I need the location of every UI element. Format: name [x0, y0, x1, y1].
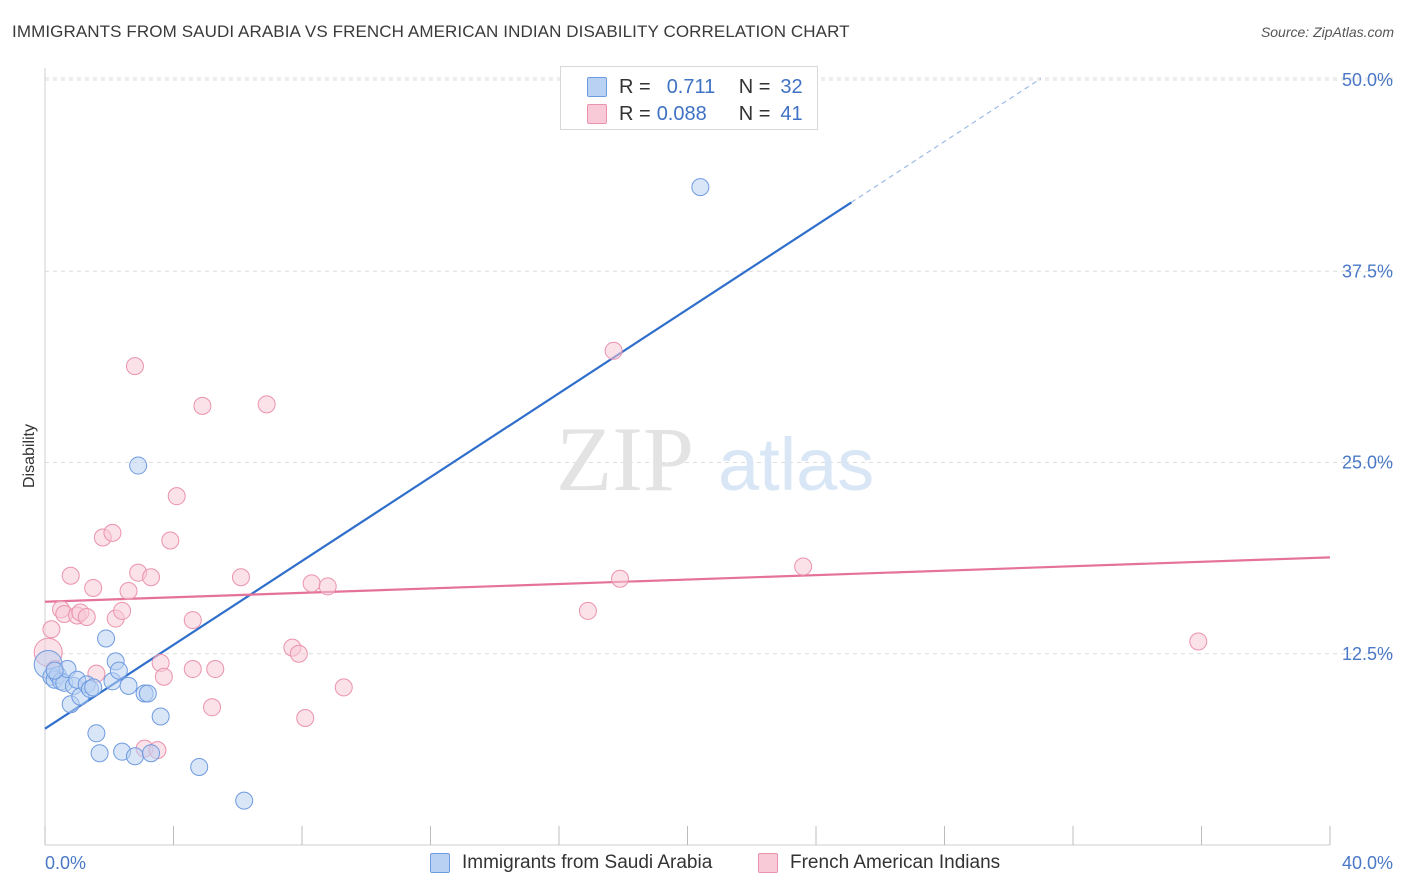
- scatter-point: [151, 707, 170, 726]
- scatter-point: [190, 757, 209, 776]
- scatter-point: [604, 341, 623, 360]
- scatter-point: [109, 661, 128, 680]
- scatter-point: [142, 568, 161, 587]
- stats-legend: R = 0.711 N = 32 R = 0.088 N = 41: [560, 66, 818, 130]
- series-swatch-pink: [758, 853, 778, 873]
- scatter-point: [61, 566, 80, 585]
- watermark-atlas: atlas: [718, 423, 874, 506]
- points-blue: [33, 178, 710, 810]
- trend-line-blue: [44, 201, 852, 730]
- legend-swatch-pink: [587, 104, 607, 124]
- scatter-point: [691, 178, 710, 197]
- legend-r-label: R =: [619, 75, 651, 98]
- scatter-point: [206, 660, 225, 679]
- y-tick-label: 25.0%: [1342, 453, 1393, 473]
- legend-swatch-blue: [587, 77, 607, 97]
- scatter-point: [77, 608, 96, 627]
- scatter-point: [125, 747, 144, 766]
- scatter-point: [257, 395, 276, 414]
- scatter-point: [138, 684, 157, 703]
- stats-legend-row-pink: R = 0.088 N = 41: [587, 101, 803, 127]
- scatter-point: [578, 601, 597, 620]
- scatter-point: [161, 531, 180, 550]
- legend-r-label: R =: [619, 102, 651, 125]
- stats-legend-row-blue: R = 0.711 N = 32: [587, 74, 803, 100]
- trend-line-blue-extension: [851, 77, 1042, 203]
- points-pink: [33, 341, 1208, 760]
- scatter-point: [90, 744, 109, 763]
- series-legend-item-blue: Immigrants from Saudi Arabia: [430, 852, 712, 874]
- scatter-point: [183, 611, 202, 630]
- scatter-point: [103, 523, 122, 542]
- series-swatch-blue: [430, 853, 450, 873]
- scatter-point: [193, 396, 212, 415]
- scatter-point: [302, 574, 321, 593]
- scatter-point: [231, 568, 250, 587]
- y-tick-label: 50.0%: [1342, 70, 1393, 90]
- scatter-point: [119, 582, 138, 601]
- watermark: ZIP atlas: [556, 408, 874, 510]
- scatter-point: [142, 744, 161, 763]
- trend-lines: [44, 77, 1331, 730]
- series-legend-item-pink: French American Indians: [758, 852, 1000, 874]
- scatter-point: [119, 676, 138, 695]
- scatter-point: [167, 487, 186, 506]
- legend-r-value: 0.088: [656, 102, 707, 125]
- scatter-point: [235, 791, 254, 810]
- scatter-point: [129, 456, 148, 475]
- y-tick-label: 37.5%: [1342, 261, 1393, 281]
- scatter-point: [289, 644, 308, 663]
- scatter-point: [611, 569, 630, 588]
- scatter-point: [203, 698, 222, 717]
- scatter-point: [97, 629, 116, 648]
- legend-r-value: 0.711: [666, 75, 716, 98]
- scatter-point: [84, 578, 103, 597]
- y-axis-title: Disability: [21, 424, 38, 488]
- trend-line-pink: [44, 556, 1331, 603]
- scatter-point: [154, 667, 173, 686]
- x-tick-label-max: 40.0%: [1342, 853, 1393, 873]
- scatter-point: [113, 601, 132, 620]
- legend-n-value: 32: [780, 75, 803, 98]
- scatter-point: [84, 678, 103, 697]
- scatter-point: [296, 709, 315, 728]
- scatter-point: [1189, 632, 1208, 651]
- scatter-point: [334, 678, 353, 697]
- watermark-zip: ZIP: [556, 408, 694, 510]
- chart-title: IMMIGRANTS FROM SAUDI ARABIA VS FRENCH A…: [12, 22, 850, 41]
- y-tick-label: 12.5%: [1342, 644, 1393, 664]
- legend-n-label: N =: [738, 102, 771, 125]
- scatter-point: [42, 620, 61, 639]
- x-ticks: [44, 826, 1331, 845]
- series-legend-label: Immigrants from Saudi Arabia: [462, 852, 713, 873]
- gridlines: [45, 77, 1393, 655]
- scatter-point: [794, 557, 813, 576]
- scatter-point: [45, 661, 64, 680]
- scatter-point: [183, 660, 202, 679]
- series-legend: Immigrants from Saudi Arabia French Amer…: [0, 852, 1406, 878]
- source-note: Source: ZipAtlas.com: [1260, 24, 1394, 40]
- scatter-point: [87, 724, 106, 743]
- scatter-point: [318, 577, 337, 596]
- legend-n-label: N =: [738, 75, 771, 98]
- legend-n-value: 41: [780, 102, 803, 125]
- x-tick-label-min: 0.0%: [45, 853, 86, 873]
- scatter-point: [125, 357, 144, 376]
- series-legend-label: French American Indians: [790, 852, 1001, 873]
- y-tick-labels: 12.5% 25.0% 37.5% 50.0%: [1342, 70, 1393, 664]
